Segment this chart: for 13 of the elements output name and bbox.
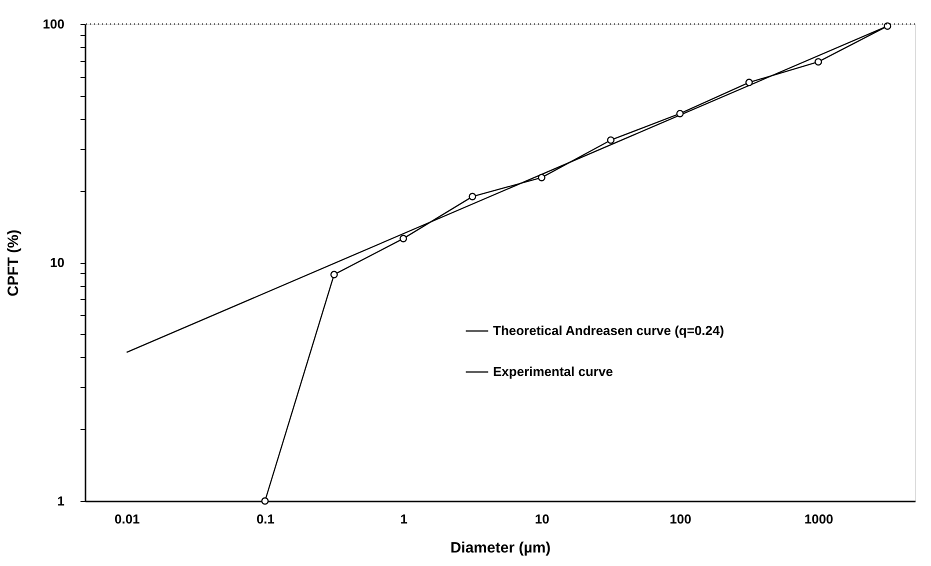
legend-label: Theoretical Andreasen curve (q=0.24) — [493, 323, 724, 338]
x-tick-label: 0.01 — [114, 512, 140, 526]
x-tick-label: 10 — [534, 512, 550, 526]
y-tick-label: 10 — [50, 255, 64, 270]
y-tick-label: 1 — [57, 494, 64, 508]
x-axis-title: Diameter (µm) — [450, 540, 551, 556]
y-axis-title: CPFT (%) — [4, 230, 22, 296]
y-tick-label: 100 — [42, 16, 64, 32]
legend-label: Experimental curve — [493, 364, 613, 379]
x-tick-label: 1000 — [804, 512, 834, 526]
x-tick-label: 1 — [400, 512, 408, 526]
x-tick-label: 100 — [670, 512, 692, 526]
x-tick-label: 0.1 — [256, 512, 275, 526]
